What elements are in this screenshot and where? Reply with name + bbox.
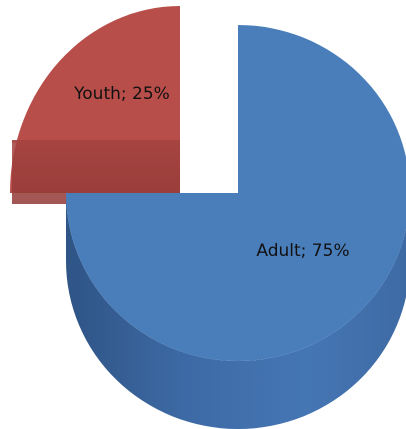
slice-label-adult: Adult; 75% bbox=[256, 241, 349, 261]
slice-youth-edge bbox=[12, 140, 180, 143]
slice-label-youth: Youth; 25% bbox=[73, 84, 170, 104]
slice-adult bbox=[66, 25, 406, 361]
slice-adult-side bbox=[66, 193, 406, 429]
slices-layer bbox=[10, 6, 406, 429]
labels-layer: Youth; 25% Adult; 75% bbox=[73, 84, 349, 261]
